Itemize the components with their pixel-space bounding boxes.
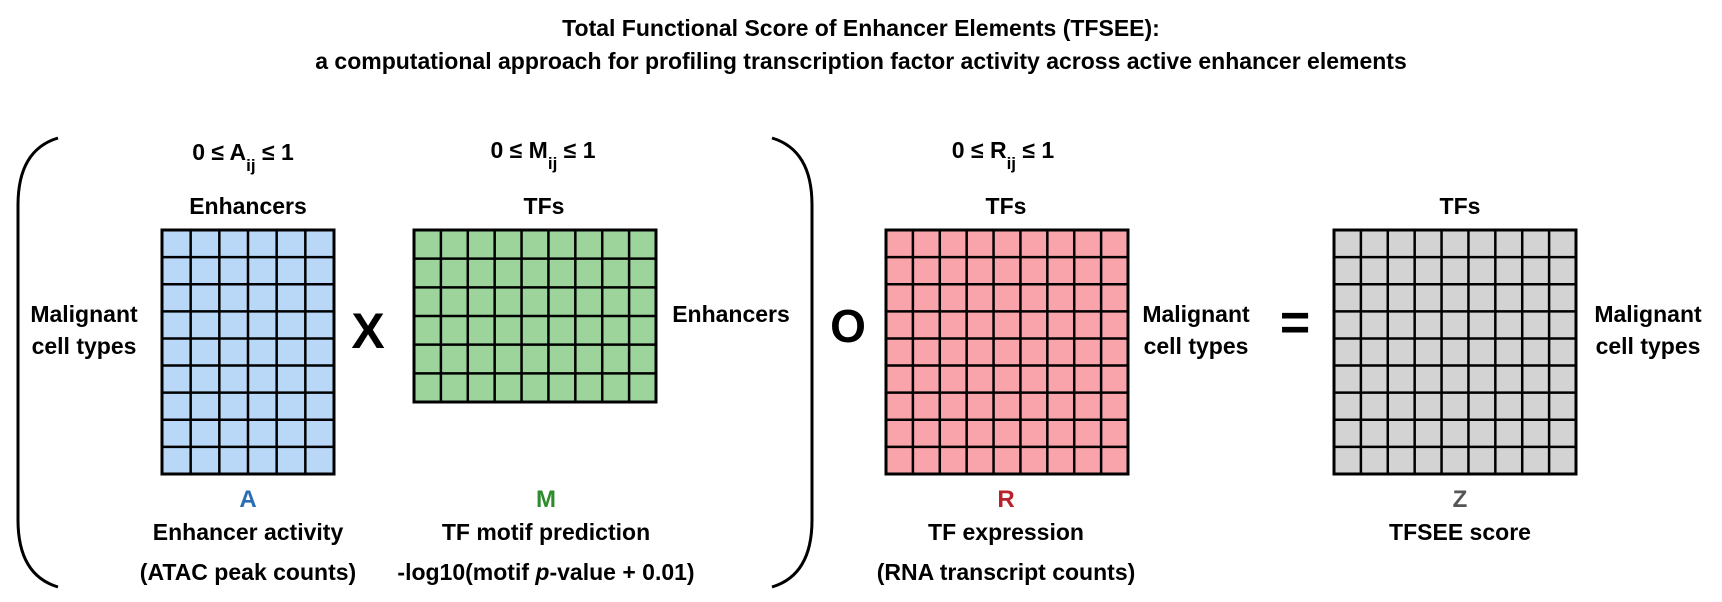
matrix-a-grid: [160, 228, 336, 476]
matrix-m-grid: [412, 228, 658, 404]
title-line-2: a computational approach for profiling t…: [315, 48, 1407, 74]
multiply-operator: X: [351, 303, 384, 359]
matrix-r-top-label: TFs: [986, 193, 1027, 219]
matrix-frame: [1332, 228, 1578, 476]
matrix-m-side-label: Enhancers: [672, 301, 790, 327]
matrix-r-side-label: Malignant cell types: [1142, 301, 1250, 359]
constraint-a: 0 ≤ Aij ≤ 1: [192, 139, 294, 175]
matrix-a-caption-1: Enhancer activity: [153, 519, 344, 545]
constraint-r: 0 ≤ Rij ≤ 1: [952, 137, 1055, 173]
title-line-1: Total Functional Score of Enhancer Eleme…: [562, 15, 1160, 41]
matrix-r-caption-2: (RNA transcript counts): [877, 559, 1136, 585]
matrix-m-caption-1: TF motif prediction: [442, 519, 650, 545]
matrix-z-grid: [1332, 228, 1578, 476]
matrix-r-grid: [884, 228, 1130, 476]
matrix-r-letter: R: [997, 486, 1014, 513]
matrix-z-top-label: TFs: [1440, 193, 1481, 219]
constraint-m: 0 ≤ Mij ≤ 1: [490, 137, 595, 173]
matrix-m-top-label: TFs: [524, 193, 565, 219]
matrix-z-side-label: Malignant cell types: [1594, 301, 1702, 359]
right-bracket: [771, 136, 814, 589]
matrix-r-caption-1: TF expression: [928, 519, 1084, 545]
matrix-m-letter: M: [536, 486, 556, 513]
matrix-z-letter: Z: [1453, 486, 1468, 513]
matrix-frame: [884, 228, 1130, 476]
hadamard-operator: O: [830, 300, 866, 352]
matrix-z-caption-1: TFSEE score: [1389, 519, 1531, 545]
matrix-a-side-label: Malignant cell types: [30, 301, 138, 359]
equals-operator: =: [1280, 294, 1310, 352]
matrix-a-caption-2: (ATAC peak counts): [140, 559, 356, 585]
matrix-a-top-label: Enhancers: [189, 193, 307, 219]
matrix-m-caption-2: -log10(motif p-value + 0.01): [397, 559, 694, 585]
left-bracket: [16, 136, 59, 589]
matrix-a-letter: A: [239, 486, 256, 513]
